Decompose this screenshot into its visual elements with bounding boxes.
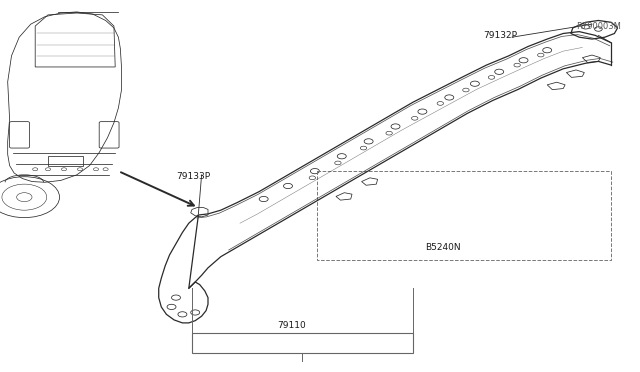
Bar <box>192 333 413 353</box>
Bar <box>48 156 83 166</box>
Text: R790003M: R790003M <box>576 22 621 31</box>
Text: 79133P: 79133P <box>176 172 210 181</box>
Bar <box>317 171 611 260</box>
Text: 79132P: 79132P <box>483 31 517 40</box>
Text: B5240N: B5240N <box>426 243 461 252</box>
Text: 79110: 79110 <box>277 321 305 330</box>
